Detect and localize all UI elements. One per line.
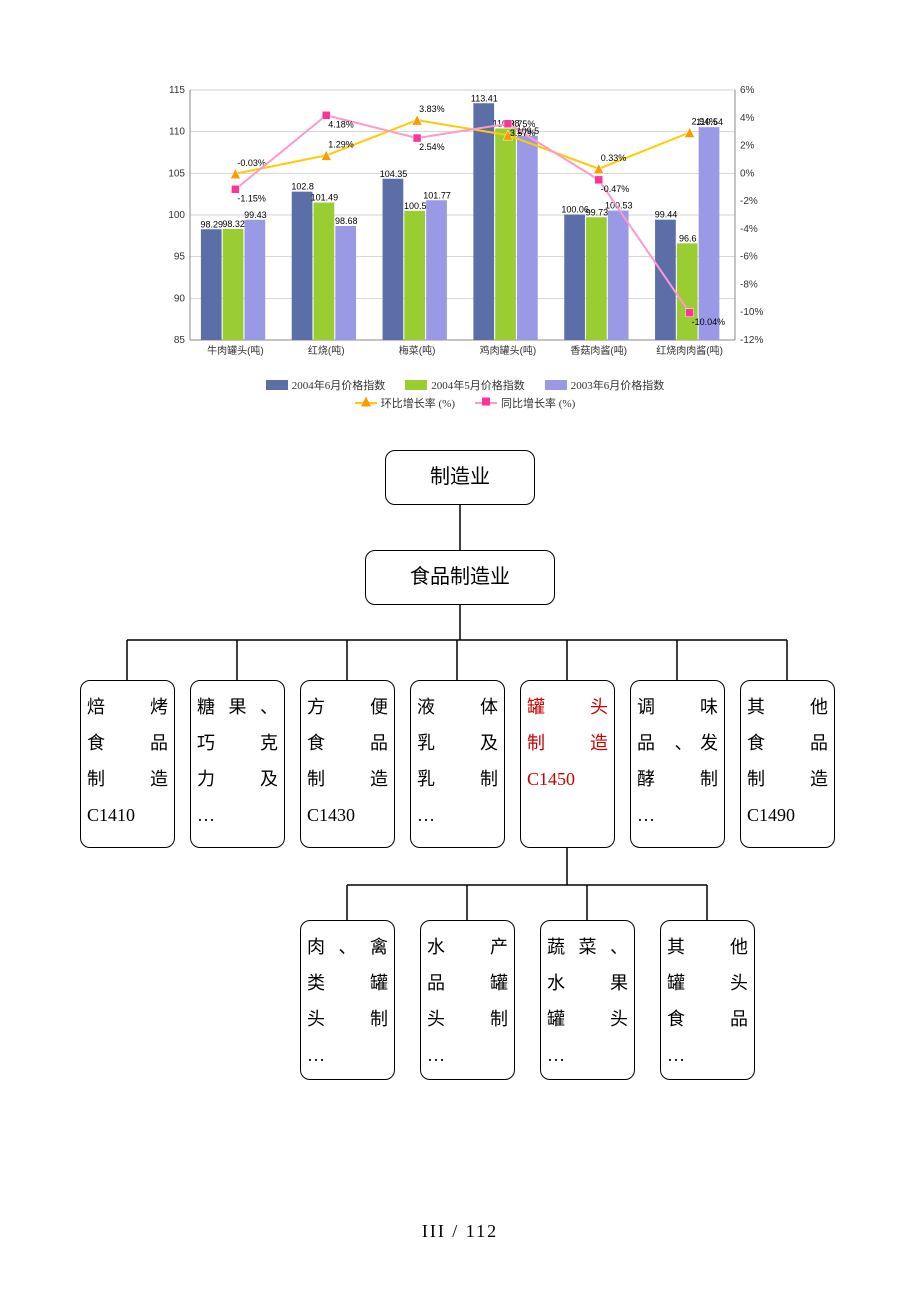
- svg-text:105: 105: [168, 168, 185, 179]
- svg-text:-0.03%: -0.03%: [237, 158, 266, 168]
- svg-text:牛肉罐头(吨): 牛肉罐头(吨): [207, 344, 264, 357]
- svg-text:-2%: -2%: [740, 196, 758, 207]
- svg-text:98.29: 98.29: [201, 219, 224, 229]
- svg-text:100: 100: [168, 210, 185, 221]
- svg-text:95: 95: [174, 252, 186, 263]
- tree-node: 食品制造业: [365, 550, 555, 605]
- svg-text:-8%: -8%: [740, 279, 758, 290]
- svg-text:100.5: 100.5: [404, 201, 427, 211]
- legend-item: 同比增长率 (%): [475, 395, 575, 411]
- svg-text:102.8: 102.8: [291, 182, 314, 192]
- legend-item: 2003年6月价格指数: [545, 377, 665, 393]
- tree-node: 糖果、巧 克力 及…: [190, 680, 285, 848]
- svg-text:99.44: 99.44: [655, 210, 678, 220]
- tree-node: 调 味品 、发酵 制…: [630, 680, 725, 848]
- svg-text:96.6: 96.6: [679, 233, 697, 243]
- legend-row-1: 2004年6月价格指数 2004年5月价格指数 2003年6月价格指数: [150, 377, 780, 393]
- svg-text:-4%: -4%: [740, 224, 758, 235]
- svg-text:110: 110: [169, 127, 185, 138]
- svg-text:-0.47%: -0.47%: [601, 184, 630, 194]
- tree-node: 其 他罐 头食 品…: [660, 920, 755, 1080]
- legend-item: 2004年6月价格指数: [266, 377, 386, 393]
- svg-text:0%: 0%: [740, 168, 755, 179]
- chart-svg: 85 90 95 100 105 110 115 -12% -10% -8% -6% -4% -2% 0%…: [150, 80, 780, 370]
- legend-row-2: 环比增长率 (%) 同比增长率 (%): [150, 395, 780, 411]
- svg-text:2.94%: 2.94%: [692, 117, 718, 127]
- tree-node: 制造业: [385, 450, 535, 505]
- svg-text:-12%: -12%: [740, 335, 763, 346]
- svg-text:6%: 6%: [740, 85, 755, 96]
- tree-node: 方 便食 品制 造C1430: [300, 680, 395, 848]
- legend-item: 环比增长率 (%): [355, 395, 455, 411]
- svg-text:香菇肉酱(吨): 香菇肉酱(吨): [570, 344, 627, 357]
- page-number: III / 112: [0, 1221, 920, 1242]
- svg-text:0.33%: 0.33%: [601, 153, 627, 163]
- svg-text:3.83%: 3.83%: [419, 104, 445, 114]
- svg-text:-10.04%: -10.04%: [692, 317, 726, 327]
- svg-text:4%: 4%: [740, 113, 755, 124]
- svg-text:90: 90: [174, 293, 186, 304]
- svg-text:101.49: 101.49: [311, 193, 339, 203]
- svg-text:红烧肉肉酱(吨): 红烧肉肉酱(吨): [656, 344, 723, 357]
- svg-text:85: 85: [174, 335, 186, 346]
- price-index-chart: 85 90 95 100 105 110 115 -12% -10% -8% -6% -4% -2% 0%…: [150, 80, 780, 370]
- svg-text:3.57%: 3.57%: [510, 128, 536, 138]
- tree-node: 蔬菜、水 果罐 头…: [540, 920, 635, 1080]
- svg-text:1.29%: 1.29%: [328, 139, 354, 149]
- svg-text:-6%: -6%: [740, 252, 758, 263]
- legend-item: 2004年5月价格指数: [405, 377, 525, 393]
- svg-text:98.32: 98.32: [222, 219, 245, 229]
- tree-node: 罐 头制 造C1450: [520, 680, 615, 848]
- svg-text:2%: 2%: [740, 141, 755, 152]
- tree-node: 水 产品 罐头 制…: [420, 920, 515, 1080]
- svg-text:4.18%: 4.18%: [328, 119, 354, 129]
- tree-node: 其 他食 品制 造C1490: [740, 680, 835, 848]
- svg-text:-1.15%: -1.15%: [237, 193, 266, 203]
- svg-text:113.41: 113.41: [471, 93, 498, 103]
- tree-node: 液 体乳 及乳 制…: [410, 680, 505, 848]
- svg-text:鸡肉罐头(吨): 鸡肉罐头(吨): [480, 344, 537, 357]
- svg-text:98.68: 98.68: [335, 216, 358, 226]
- svg-text:-10%: -10%: [740, 307, 763, 318]
- svg-text:2.54%: 2.54%: [419, 142, 445, 152]
- svg-text:梅菜(吨): 梅菜(吨): [399, 344, 436, 357]
- svg-text:104.35: 104.35: [380, 169, 408, 179]
- svg-text:红烧(吨): 红烧(吨): [308, 344, 345, 357]
- svg-text:99.43: 99.43: [244, 210, 267, 220]
- svg-text:101.77: 101.77: [423, 190, 451, 200]
- industry-tree: 制造业食品制造业焙 烤食 品制 造C1410糖果、巧 克力 及…方 便食 品制 …: [0, 430, 920, 1130]
- svg-text:115: 115: [169, 85, 185, 96]
- tree-node: 焙 烤食 品制 造C1410: [80, 680, 175, 848]
- tree-node: 肉、禽类 罐头 制…: [300, 920, 395, 1080]
- chart-legend: 2004年6月价格指数 2004年5月价格指数 2003年6月价格指数 环比增长率 …: [150, 375, 780, 413]
